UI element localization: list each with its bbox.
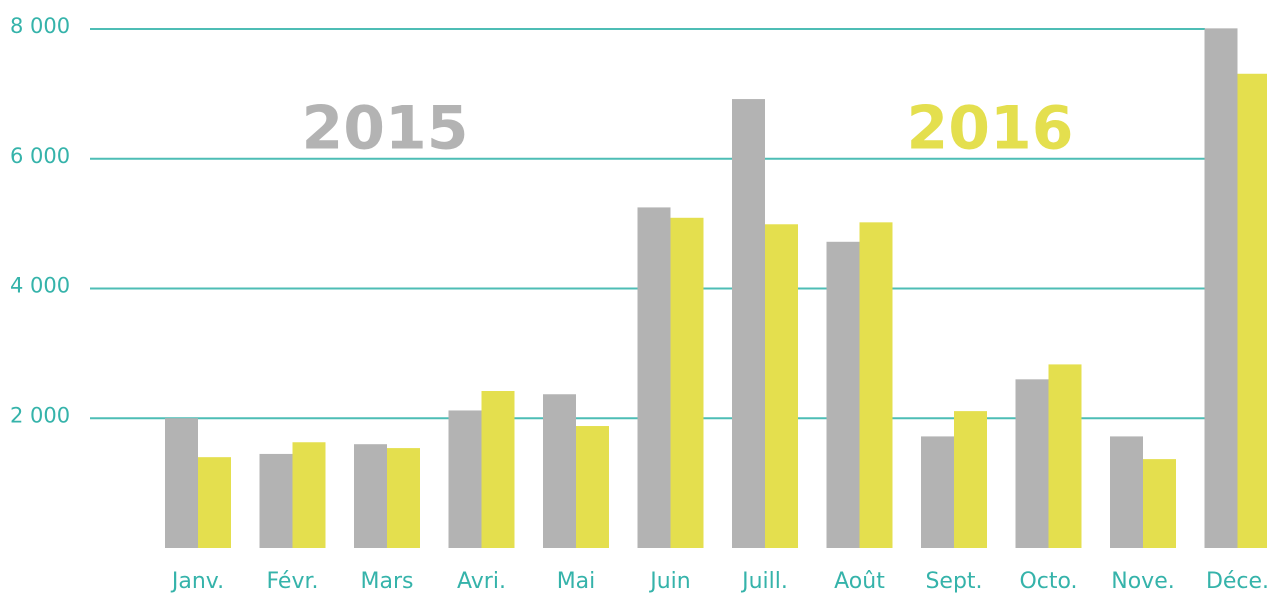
bar [860, 222, 893, 548]
bar [1049, 364, 1082, 548]
x-tick-label: Janv. [170, 569, 224, 594]
bar [671, 218, 704, 548]
x-tick-label: Févr. [266, 569, 318, 594]
bar [827, 242, 860, 548]
bar [354, 444, 387, 548]
bar [482, 391, 515, 548]
bar [638, 207, 671, 548]
bar [1143, 459, 1176, 548]
bar [921, 436, 954, 548]
x-tick-label: Octo. [1019, 569, 1077, 594]
x-tick-label: Nove. [1111, 569, 1174, 594]
x-tick-label: Juin [648, 569, 691, 594]
bar [1016, 379, 1049, 548]
x-tick-label: Déce. [1206, 569, 1267, 594]
bar [260, 454, 293, 548]
bar [765, 224, 798, 548]
legend-label: 2016 [907, 94, 1074, 164]
bar [954, 411, 987, 548]
x-tick-label: Août [834, 569, 885, 594]
bar [543, 394, 576, 548]
y-tick-label: 4 000 [10, 274, 70, 298]
bar [387, 448, 420, 548]
bar [576, 426, 609, 548]
x-tick-label: Mai [557, 569, 596, 594]
bar [293, 442, 326, 548]
x-tick-label: Sept. [925, 569, 982, 594]
bar [449, 410, 482, 548]
y-tick-label: 8 000 [10, 14, 70, 38]
bar [732, 99, 765, 548]
bar [198, 457, 231, 548]
legend-label: 2015 [302, 94, 469, 164]
x-tick-label: Avri. [457, 569, 506, 594]
x-tick-label: Mars [361, 569, 414, 594]
y-tick-label: 6 000 [10, 144, 70, 168]
y-tick-label: 2 000 [10, 403, 70, 427]
x-tick-label: Juill. [740, 569, 788, 594]
bar [1110, 436, 1143, 548]
bar [165, 418, 198, 548]
bar [1205, 28, 1238, 548]
bar [1238, 74, 1267, 548]
